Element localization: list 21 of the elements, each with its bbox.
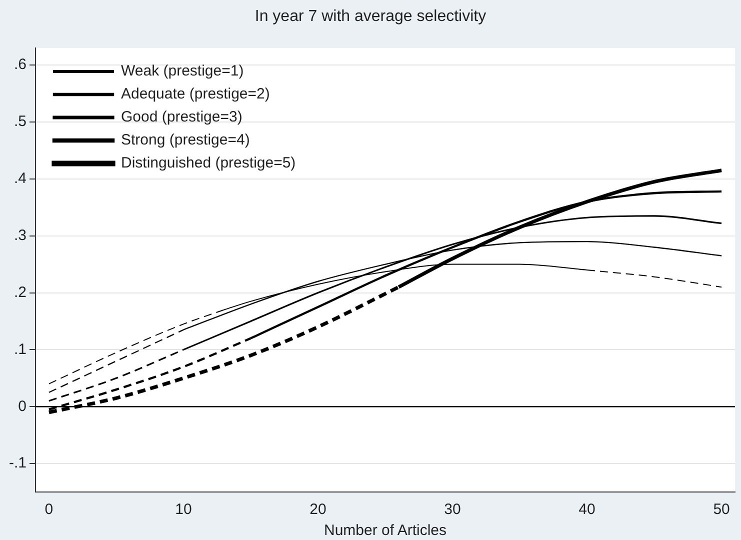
legend-label: Distinguished (prestige=5): [121, 154, 296, 172]
x-tick-label: 30: [444, 501, 461, 518]
x-tick-label: 10: [175, 501, 192, 518]
y-tick-label: .2: [14, 284, 27, 301]
y-tick-label: .1: [14, 340, 27, 358]
legend-label: Weak (prestige=1): [121, 62, 244, 80]
x-tick-label: 0: [44, 501, 54, 518]
chart-title: In year 7 with average selectivity: [254, 8, 488, 26]
x-tick-label: 50: [713, 501, 730, 518]
y-tick-label: .5: [14, 113, 27, 130]
x-tick-label: 40: [578, 501, 596, 518]
x-tick-label: 20: [310, 501, 326, 518]
y-tick-label: .3: [14, 226, 27, 244]
x-axis-title: Number of Articles: [324, 522, 447, 540]
y-tick-label: .6: [14, 56, 27, 74]
y-tick-label: -.1: [8, 454, 27, 472]
y-tick-label: .4: [14, 170, 27, 188]
legend-label: Strong (prestige=4): [121, 132, 250, 149]
y-tick-label: 0: [18, 398, 27, 415]
legend-label: Good (prestige=3): [121, 108, 242, 126]
legend-label: Adequate (prestige=2): [121, 86, 270, 103]
